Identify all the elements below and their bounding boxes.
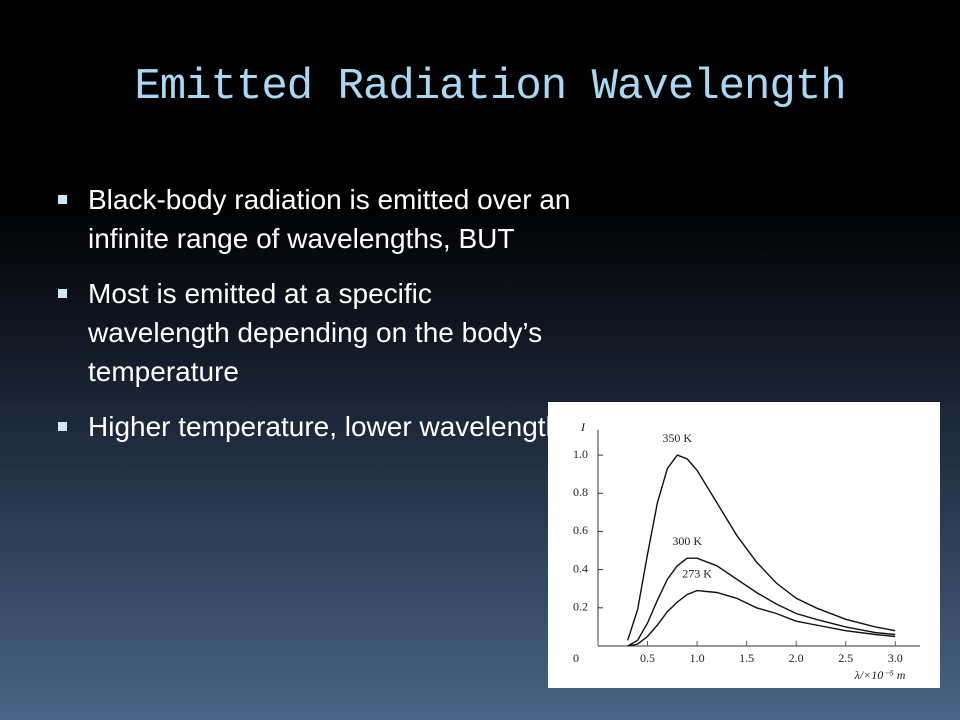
- bullet-text: Most is emitted at a specific wavelength…: [88, 278, 543, 387]
- bullet: Black-body radiation is emitted over an …: [58, 180, 578, 258]
- x-tick-label: 1.0: [690, 651, 705, 665]
- curve-label: 273 K: [682, 566, 712, 580]
- y-tick-label: 0.6: [573, 523, 588, 537]
- bullet-marker: [58, 422, 67, 431]
- x-tick-label: 0.5: [640, 651, 655, 665]
- curve-label: 300 K: [672, 534, 702, 548]
- x-tick-label: 2.5: [838, 651, 853, 665]
- bullet-text: Higher temperature, lower wavelength: [88, 411, 562, 442]
- curve: [627, 454, 896, 641]
- bullet-marker: [58, 289, 67, 298]
- curve: [627, 589, 896, 647]
- bullet-marker: [58, 195, 67, 204]
- curve: [627, 557, 896, 647]
- bullet: Higher temperature, lower wavelength: [58, 407, 578, 446]
- y-tick-label: 0.4: [573, 561, 588, 575]
- slide-title: Emitted Radiation Wavelength: [134, 62, 846, 112]
- y-axis-label: I: [580, 420, 586, 434]
- curve-label: 350 K: [662, 431, 692, 445]
- bullet-list: Black-body radiation is emitted over an …: [58, 180, 578, 462]
- x-axis-label: λ/×10⁻⁵ m: [854, 668, 906, 682]
- x-tick-label: 3.0: [888, 651, 903, 665]
- bullet-text: Black-body radiation is emitted over an …: [88, 184, 571, 254]
- x-tick-label: 0: [573, 651, 579, 665]
- x-tick-label: 2.0: [789, 651, 804, 665]
- bullet: Most is emitted at a specific wavelength…: [58, 274, 578, 391]
- y-tick-label: 1.0: [573, 447, 588, 461]
- y-tick-label: 0.2: [573, 600, 588, 614]
- x-tick-label: 1.5: [739, 651, 754, 665]
- y-tick-label: 0.8: [573, 485, 588, 499]
